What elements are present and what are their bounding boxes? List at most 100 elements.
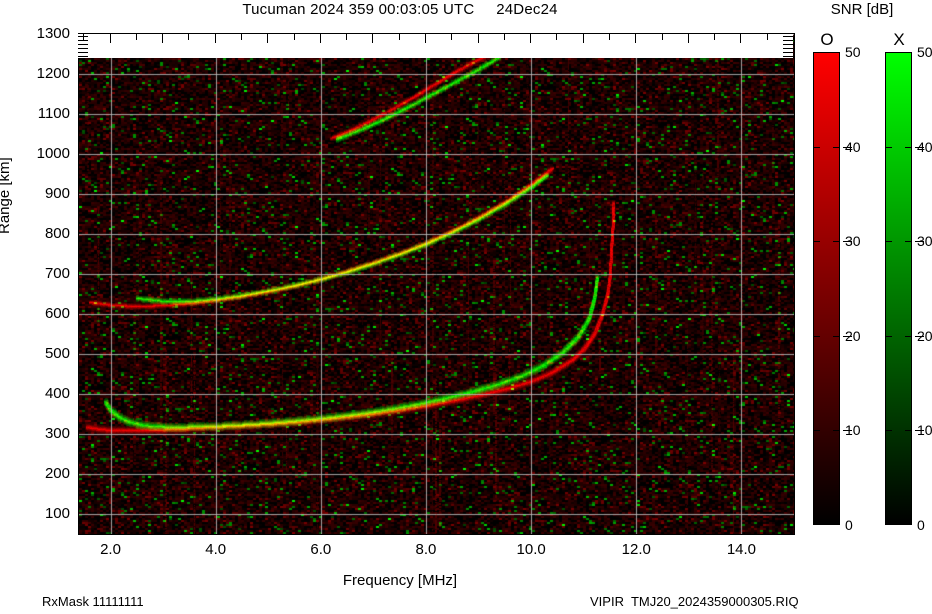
y-tick-mark [783, 52, 793, 53]
x-tick-mark [372, 34, 373, 43]
x-tick-mark [451, 34, 452, 40]
x-tick-mark [110, 34, 111, 43]
x-tick-mark [688, 34, 689, 43]
colorbar-tick-mark [843, 335, 852, 337]
colorbar-tick-mark [885, 335, 892, 337]
x-tick-mark [767, 34, 768, 40]
colorbar-tick-mark [885, 241, 892, 243]
y-tick-label-200: 200 [44, 465, 70, 482]
colorbar-tick-mark [843, 146, 852, 148]
x-tick-mark [714, 34, 715, 40]
colorbar-tick-mark [813, 335, 820, 337]
colorbar-x-letter: X [893, 30, 905, 49]
y-tick-mark [78, 36, 88, 37]
x-tick-mark [740, 34, 741, 43]
y-tick-label-700: 700 [44, 265, 70, 282]
colorbar-tick-mark [915, 146, 924, 148]
colorbar-x-gradient[interactable] [885, 52, 912, 525]
colorbar-tick-mark [905, 146, 912, 148]
x-tick-mark [583, 34, 584, 43]
rxmask-label: RxMask 11111111 [42, 594, 144, 609]
x-tick-mark [635, 34, 636, 43]
colorbar-title: SNR [dB] [830, 1, 894, 18]
y-tick-label-600: 600 [44, 305, 70, 322]
colorbar-tick-mark [813, 430, 820, 432]
y-axis-title: Range [km] [0, 157, 13, 234]
colorbar-tick-mark [905, 430, 912, 432]
source-file-label: VIPIR TMJ20_2024359000305.RIQ [590, 594, 799, 609]
x-tick-mark [399, 34, 400, 40]
colorbar-o-tick-50: 50 [845, 44, 861, 60]
colorbar-tick-mark [833, 430, 840, 432]
colorbar-tick-mark [833, 335, 840, 337]
x-tick-label-4.0: 4.0 [205, 541, 227, 558]
y-tick-label-400: 400 [44, 385, 70, 402]
colorbar-tick-mark [905, 335, 912, 337]
x-tick-mark [609, 34, 610, 40]
colorbar-o-tick-20: 20 [845, 327, 861, 344]
colorbar-x-tick-10: 10 [917, 422, 932, 439]
colorbar-x-tick-50: 50 [917, 44, 932, 60]
x-tick-mark [188, 34, 189, 40]
x-tick-mark [320, 34, 321, 43]
x-tick-mark [83, 34, 84, 40]
y-tick-label-1000: 1000 [36, 145, 70, 162]
x-tick-mark [504, 34, 505, 40]
colorbar-tick-mark [843, 241, 852, 243]
x-tick-label-10.0: 10.0 [516, 541, 546, 558]
y-tick-label-1100: 1100 [37, 105, 70, 122]
x-tick-mark [136, 34, 137, 40]
page-title: Tucuman 2024 359 00:03:05 UTC 24Dec24 [242, 1, 558, 18]
colorbar-tick-mark [813, 241, 820, 243]
x-tick-label-14.0: 14.0 [726, 541, 757, 558]
x-tick-mark [215, 34, 216, 43]
x-tick-label-6.0: 6.0 [310, 541, 332, 558]
plot-top-tick-strip [78, 34, 793, 58]
ionogram-plot[interactable] [78, 33, 795, 535]
colorbar-tick-mark [905, 241, 912, 243]
colorbar-tick-mark [843, 430, 852, 432]
colorbar-o-tick-10: 10 [845, 422, 861, 439]
y-tick-mark [78, 48, 88, 49]
x-tick-mark [425, 34, 426, 43]
x-tick-mark [346, 34, 347, 40]
colorbar-x-tick-40: 40 [917, 138, 932, 155]
y-tick-label-300: 300 [44, 425, 70, 442]
colorbar-o-tick-40: 40 [845, 138, 861, 155]
x-tick-mark [267, 34, 268, 43]
y-tick-label-1300: 1300 [36, 25, 70, 42]
colorbar-o-letter: O [820, 30, 834, 49]
x-tick-label-2.0: 2.0 [100, 541, 121, 558]
colorbar-o-gradient[interactable] [813, 52, 840, 525]
x-tick-mark [556, 34, 557, 40]
colorbar-x-tick-20: 20 [917, 327, 932, 344]
colorbar-tick-mark [915, 430, 924, 432]
y-tick-mark [783, 48, 793, 49]
colorbar-o-tick-0: 0 [845, 517, 853, 533]
y-tick-label-500: 500 [44, 345, 70, 362]
y-tick-mark [783, 40, 793, 41]
ionogram-canvas[interactable] [79, 34, 794, 534]
x-tick-mark [662, 34, 663, 40]
x-tick-label-8.0: 8.0 [415, 541, 437, 558]
colorbar-tick-mark [915, 241, 924, 243]
colorbar-tick-mark [833, 241, 840, 243]
y-tick-label-100: 100 [44, 505, 70, 522]
colorbar-tick-mark [813, 146, 820, 148]
x-tick-mark [241, 34, 242, 40]
x-tick-mark [530, 34, 531, 43]
y-tick-mark [783, 36, 793, 37]
colorbar-tick-mark [833, 146, 840, 148]
colorbar-tick-mark [885, 430, 892, 432]
x-tick-mark [162, 34, 163, 43]
colorbar-tick-mark [885, 146, 892, 148]
colorbar-x-tick-0: 0 [917, 517, 925, 533]
x-tick-mark [478, 34, 479, 43]
y-tick-label-800: 800 [44, 225, 70, 242]
colorbar-tick-mark [915, 335, 924, 337]
y-tick-mark [783, 44, 793, 45]
y-tick-mark [78, 44, 88, 45]
y-tick-label-1200: 1200 [36, 65, 70, 82]
x-axis-title: Frequency [MHz] [342, 572, 458, 589]
colorbar-x-tick-30: 30 [917, 233, 932, 250]
